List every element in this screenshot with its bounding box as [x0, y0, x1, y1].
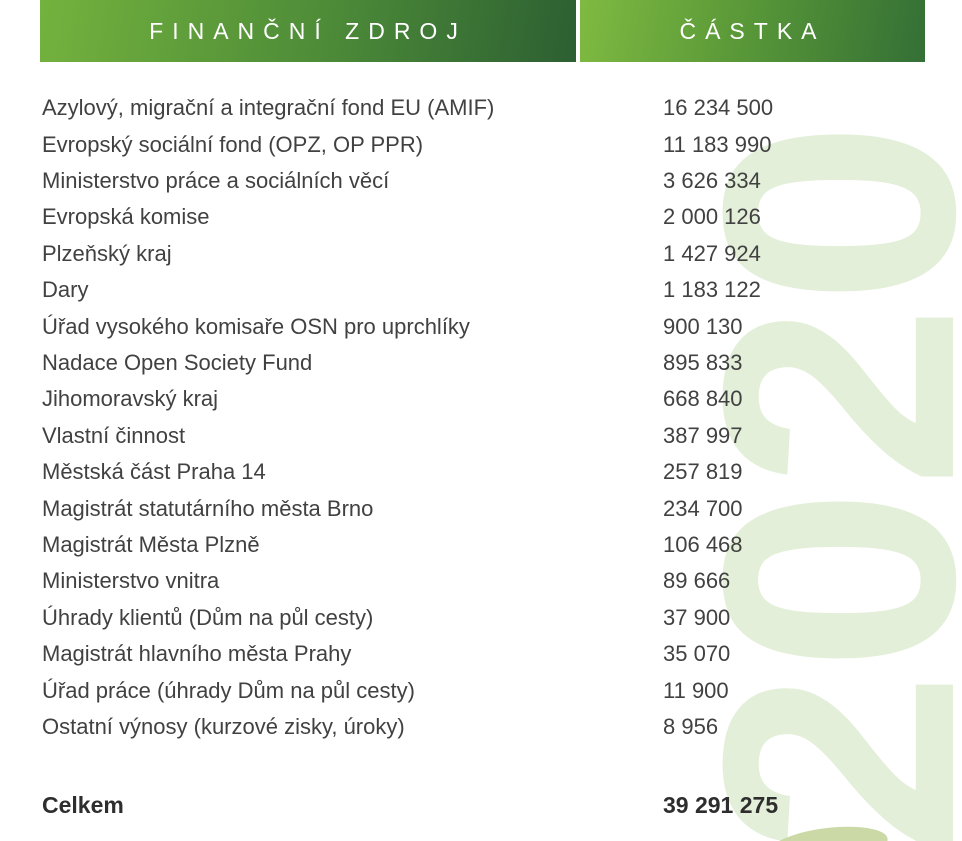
table-row: Ministerstvo práce a sociálních věcí 3 62… [42, 163, 962, 199]
amount-cell: 668 840 [663, 386, 743, 412]
table-row: Dary 1 183 122 [42, 272, 962, 308]
amount-cell: 11 183 990 [663, 131, 772, 157]
amount-cell: 1 183 122 [663, 277, 761, 303]
source-cell: Úřad vysokého komisaře OSN pro uprchlíky [42, 313, 470, 339]
total-amount: 39 291 275 [663, 791, 779, 818]
amount-cell: 1 427 924 [663, 240, 761, 266]
amount-cell: 234 700 [663, 495, 743, 521]
amount-cell: 89 666 [663, 568, 731, 594]
source-cell: Magistrát Města Plzně [42, 532, 260, 558]
source-cell: Evropská komise [42, 204, 210, 230]
table-row: Úhrady klientů (Dům na půl cesty) 37 900 [42, 600, 962, 636]
column-header-financial-source-label: FINANČNÍ ZDROJ [149, 17, 467, 44]
table-row: Ostatní výnosy (kurzové zisky, úroky) 8 9… [42, 709, 962, 745]
funding-table: Azylový, migrační a integrační fond EU (… [42, 90, 962, 745]
amount-cell: 35 070 [663, 641, 731, 667]
source-cell: Úhrady klientů (Dům na půl cesty) [42, 604, 374, 630]
table-row: Ministerstvo vnitra 89 666 [42, 563, 962, 599]
amount-cell: 387 997 [663, 422, 743, 448]
table-row: Evropská komise 2 000 126 [42, 199, 962, 235]
column-header-financial-source: FINANČNÍ ZDROJ [40, 0, 576, 62]
table-row: Nadace Open Society Fund 895 833 [42, 345, 962, 381]
table-row: Magistrát statutárního města Brno 234 700 [42, 490, 962, 526]
table-row: Městská část Praha 14 257 819 [42, 454, 962, 490]
table-row: Úřad vysokého komisaře OSN pro uprchlíky… [42, 308, 962, 344]
table-row: Jihomoravský kraj 668 840 [42, 381, 962, 417]
total-row: Celkem 39 291 275 [42, 787, 962, 823]
table-row: Vlastní činnost 387 997 [42, 418, 962, 454]
source-cell: Ministerstvo práce a sociálních věcí [42, 168, 390, 194]
column-header-amount: ČÁSTKA [580, 0, 925, 62]
source-cell: Ostatní výnosy (kurzové zisky, úroky) [42, 714, 405, 740]
source-cell: Evropský sociální fond (OPZ, OP PPR) [42, 131, 424, 157]
table-row: Plzeňský kraj 1 427 924 [42, 236, 962, 272]
source-cell: Vlastní činnost [42, 422, 186, 448]
column-header-amount-label: ČÁSTKA [679, 17, 826, 44]
source-cell: Městská část Praha 14 [42, 459, 266, 485]
amount-cell: 895 833 [663, 350, 743, 376]
amount-cell: 106 468 [663, 532, 743, 558]
amount-cell: 2 000 126 [663, 204, 761, 230]
source-cell: Magistrát statutárního města Brno [42, 495, 374, 521]
source-cell: Magistrát hlavního města Prahy [42, 641, 352, 667]
amount-cell: 16 234 500 [663, 95, 774, 121]
amount-cell: 257 819 [663, 459, 743, 485]
table-row: Azylový, migrační a integrační fond EU (… [42, 90, 962, 126]
source-cell: Jihomoravský kraj [42, 386, 219, 412]
amount-cell: 3 626 334 [663, 168, 761, 194]
table-row: Úřad práce (úhrady Dům na půl cesty) 11 9… [42, 673, 962, 709]
amount-cell: 900 130 [663, 313, 743, 339]
table-row: Magistrát Města Plzně 106 468 [42, 527, 962, 563]
amount-cell: 37 900 [663, 604, 731, 630]
source-cell: Úřad práce (úhrady Dům na půl cesty) [42, 677, 415, 703]
amount-cell: 8 956 [663, 714, 719, 740]
table-row: Evropský sociální fond (OPZ, OP PPR) 11 1… [42, 126, 962, 162]
source-cell: Plzeňský kraj [42, 240, 172, 266]
source-cell: Ministerstvo vnitra [42, 568, 220, 594]
table-row: Magistrát hlavního města Prahy 35 070 [42, 636, 962, 672]
source-cell: Nadace Open Society Fund [42, 350, 313, 376]
source-cell: Dary [42, 277, 89, 303]
amount-cell: 11 900 [663, 677, 729, 703]
source-cell: Azylový, migrační a integrační fond EU (… [42, 95, 495, 121]
total-label: Celkem [42, 791, 124, 818]
